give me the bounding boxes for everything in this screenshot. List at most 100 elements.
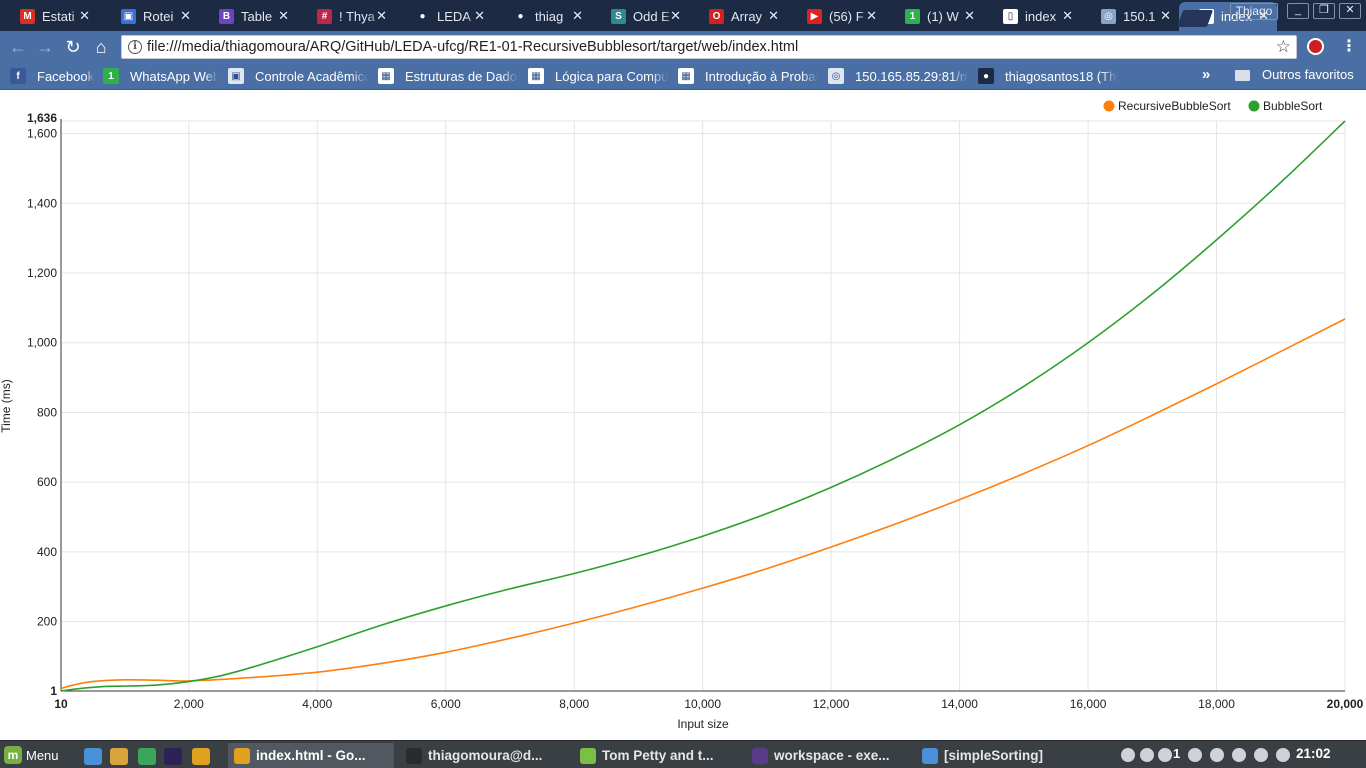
forward-arrow-icon[interactable]: → <box>36 37 54 57</box>
taskbar-window-button[interactable]: [simpleSorting] <box>916 743 1066 768</box>
tab-label: (56) F <box>829 9 864 24</box>
eclipse-icon[interactable] <box>164 748 182 765</box>
bookmark-item[interactable]: f Facebook <box>10 67 95 85</box>
tab-label: Odd E <box>633 9 670 24</box>
browser-tab[interactable]: O Array ✕ <box>689 2 787 31</box>
info-icon[interactable]: i <box>128 40 142 54</box>
notification-count: 1 <box>1173 746 1181 761</box>
browser-tab[interactable]: M Estati ✕ <box>0 2 98 31</box>
x-tick-label: 12,000 <box>813 697 850 711</box>
browser-tab[interactable]: ● LEDA ✕ <box>395 2 493 31</box>
bookmark-label: WhatsApp Web <box>130 68 218 84</box>
wifi-icon[interactable] <box>1232 748 1246 762</box>
browser-tab[interactable]: 1 (1) W ✕ <box>885 2 983 31</box>
mint-logo-icon: m <box>4 746 22 764</box>
profile-button[interactable]: Thiago <box>1230 3 1278 20</box>
address-bar[interactable]: i file:///media/thiagomoura/ARQ/GitHub/L… <box>121 35 1297 59</box>
browser-tab[interactable]: ◎ 150.1 ✕ <box>1081 2 1179 31</box>
bookmark-star-icon[interactable]: ☆ <box>1275 37 1291 56</box>
classroom-icon: ▣ <box>121 9 136 24</box>
close-tab-icon[interactable]: ✕ <box>572 8 583 23</box>
ufcg-icon: ▣ <box>228 68 244 84</box>
taskbar-window-button[interactable]: thiagomoura@d... <box>400 743 568 768</box>
battery-icon[interactable] <box>1254 748 1268 762</box>
browser-tab[interactable]: ▶ (56) F ✕ <box>787 2 885 31</box>
chrome-icon <box>234 747 250 764</box>
shield-icon[interactable] <box>1140 748 1154 762</box>
text-editor-icon[interactable] <box>110 748 128 765</box>
close-tab-icon[interactable]: ✕ <box>1258 8 1269 23</box>
browser-tab[interactable]: ▣ Rotei ✕ <box>101 2 199 31</box>
bookmark-item[interactable]: ▦ Introdução à Probabilidade <box>678 67 818 85</box>
github-icon: ● <box>415 9 430 24</box>
x-tick-label: 10,000 <box>684 697 721 711</box>
taskbar-window-label: index.html - Go... <box>256 748 366 763</box>
close-tab-icon[interactable]: ✕ <box>866 8 877 23</box>
y-tick-label: 1,600 <box>27 127 57 141</box>
close-tab-icon[interactable]: ✕ <box>180 8 191 23</box>
other-bookmarks-label[interactable]: Outros favoritos <box>1262 67 1354 82</box>
url-text[interactable]: file:///media/thiagomoura/ARQ/GitHub/LED… <box>147 39 799 55</box>
browser-tab[interactable]: S Odd E ✕ <box>591 2 689 31</box>
reload-icon[interactable]: ↻ <box>65 37 81 57</box>
y-tick-label: 1 <box>50 684 57 698</box>
close-window-icon[interactable]: ✕ <box>1339 3 1361 19</box>
bookmark-item[interactable]: ▦ Estruturas de Dados <box>378 67 518 85</box>
taskbar-window-button[interactable]: workspace - exe... <box>746 743 910 768</box>
minimize-icon[interactable]: _ <box>1287 3 1309 19</box>
y-tick-label: 600 <box>37 475 57 489</box>
restore-icon[interactable]: ❐ <box>1313 3 1335 19</box>
close-tab-icon[interactable]: ✕ <box>1160 8 1171 23</box>
new-tab-button[interactable] <box>1176 10 1214 27</box>
github-icon: ● <box>513 9 528 24</box>
start-menu-label: Menu <box>26 747 59 763</box>
close-tab-icon[interactable]: ✕ <box>670 8 681 23</box>
facebook-icon: f <box>10 68 26 84</box>
chrome-icon[interactable] <box>192 748 210 765</box>
legend-label: RecursiveBubbleSort <box>1118 99 1231 113</box>
bookmark-item[interactable]: ▣ Controle Acadêmico <box>228 67 368 85</box>
series-line-bubblesort <box>60 120 1346 692</box>
close-tab-icon[interactable]: ✕ <box>278 8 289 23</box>
extension-icon[interactable] <box>1307 38 1324 55</box>
gmail-icon: M <box>20 9 35 24</box>
bookmark-item[interactable]: ◎ 150.165.85.29:81/moodle <box>828 67 968 85</box>
back-arrow-icon[interactable]: ← <box>9 37 27 57</box>
close-tab-icon[interactable]: ✕ <box>1062 8 1073 23</box>
bootstrap-icon: B <box>219 9 234 24</box>
browser-tab[interactable]: B Table ✕ <box>199 2 297 31</box>
browser-icon[interactable] <box>138 748 156 765</box>
taskbar-window-button[interactable]: index.html - Go... <box>228 743 394 768</box>
folder-icon[interactable] <box>1235 70 1250 81</box>
y-tick-label: 800 <box>37 405 57 419</box>
browser-tab[interactable]: ▯ index ✕ <box>983 2 1081 31</box>
x-axis-label: Input size <box>677 717 729 731</box>
browser-tab[interactable]: # ! Thya ✕ <box>297 2 395 31</box>
keyring-icon[interactable] <box>1188 748 1202 762</box>
more-bookmarks-icon[interactable]: » <box>1202 66 1211 83</box>
close-tab-icon[interactable]: ✕ <box>964 8 975 23</box>
browser-tab[interactable]: ● thiag ✕ <box>493 2 591 31</box>
user-icon[interactable] <box>1210 748 1224 762</box>
taskbar-window-button[interactable]: Tom Petty and t... <box>574 743 740 768</box>
volume-icon[interactable] <box>1276 748 1290 762</box>
notification-icon[interactable] <box>1158 748 1172 762</box>
browser-menu-icon[interactable]: ⋮ <box>1341 38 1357 55</box>
y-tick-label: 200 <box>37 615 57 629</box>
start-menu-button[interactable]: m Menu <box>4 745 59 765</box>
files-icon[interactable] <box>84 748 102 765</box>
close-tab-icon[interactable]: ✕ <box>79 8 90 23</box>
eclipse-icon <box>752 747 768 764</box>
home-icon[interactable]: ⌂ <box>95 37 107 57</box>
bookmark-item[interactable]: 1 WhatsApp Web <box>103 67 218 85</box>
close-tab-icon[interactable]: ✕ <box>768 8 779 23</box>
update-icon[interactable] <box>1121 748 1135 762</box>
x-tick-label: 2,000 <box>174 697 204 711</box>
series-line-recursivebubblesort <box>60 318 1346 690</box>
tab-label: index <box>1221 9 1253 24</box>
bookmark-item[interactable]: ▦ Lógica para Computação <box>528 67 668 85</box>
close-tab-icon[interactable]: ✕ <box>474 8 485 23</box>
close-tab-icon[interactable]: ✕ <box>376 8 387 23</box>
grid-icon: ▦ <box>378 68 394 84</box>
bookmark-item[interactable]: ● thiagosantos18 (Thiago) <box>978 67 1118 85</box>
